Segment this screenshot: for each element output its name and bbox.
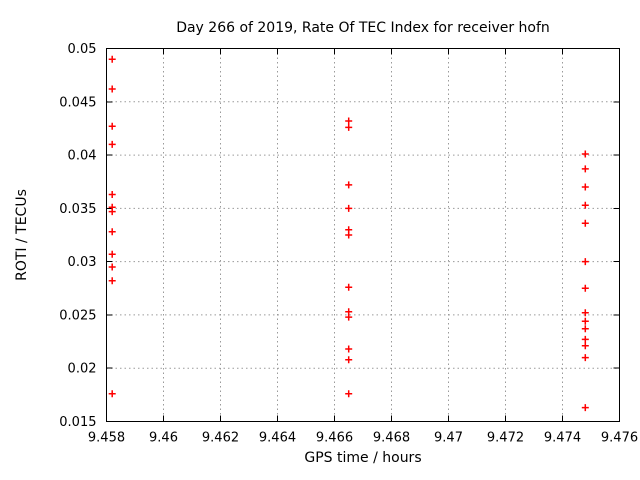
data-point-marker — [581, 404, 589, 412]
data-point-marker — [581, 165, 589, 173]
data-point-marker — [108, 208, 116, 216]
data-point-marker — [345, 117, 353, 125]
x-tick-label: 9.464 — [259, 431, 296, 446]
y-tick-label: 0.015 — [59, 415, 96, 430]
data-point-marker — [581, 183, 589, 191]
data-point-marker — [345, 345, 353, 353]
data-point-marker — [108, 390, 116, 398]
x-axis-label: GPS time / hours — [304, 450, 422, 466]
x-tick-label: 9.468 — [373, 431, 410, 446]
y-tick-label: 0.02 — [68, 362, 97, 377]
data-point-marker — [108, 55, 116, 63]
grid-lines — [106, 48, 620, 422]
data-point-marker — [345, 283, 353, 291]
data-point-marker — [108, 250, 116, 258]
y-tick-label: 0.04 — [68, 149, 97, 164]
axis-ticks — [106, 48, 620, 422]
x-tick-label: 9.458 — [88, 431, 125, 446]
x-tick-label: 9.462 — [202, 431, 239, 446]
data-point-marker — [581, 150, 589, 158]
data-point-marker — [581, 325, 589, 333]
data-point-marker — [581, 309, 589, 317]
data-point-marker — [345, 181, 353, 189]
x-tick-label: 9.476 — [601, 431, 638, 446]
data-point-marker — [345, 231, 353, 239]
data-point-marker — [581, 354, 589, 362]
data-point-marker — [581, 258, 589, 266]
data-point-marker — [581, 284, 589, 292]
data-point-marker — [581, 219, 589, 227]
data-point-marker — [345, 390, 353, 398]
y-tick-label: 0.03 — [68, 255, 97, 270]
plot-border — [106, 48, 620, 422]
data-point-marker — [345, 204, 353, 212]
y-tick-label: 0.045 — [59, 95, 96, 110]
data-point-marker — [108, 140, 116, 148]
data-point-marker — [108, 85, 116, 93]
data-point-marker — [108, 263, 116, 271]
data-points — [108, 55, 589, 412]
data-point-marker — [581, 201, 589, 209]
data-point-marker — [581, 317, 589, 325]
data-point-marker — [345, 356, 353, 364]
data-point-marker — [108, 191, 116, 198]
x-tick-label: 9.46 — [149, 431, 178, 446]
data-point-marker — [108, 277, 116, 285]
y-tick-labels: 0.05 0.045 0.04 0.035 0.03 0.025 0.02 0.015 — [59, 42, 96, 430]
y-tick-label: 0.025 — [59, 308, 96, 323]
data-point-marker — [108, 122, 116, 130]
data-point-marker — [108, 228, 116, 236]
data-point-marker — [581, 335, 589, 343]
x-tick-label: 9.472 — [487, 431, 524, 446]
chart-title: Day 266 of 2019, Rate Of TEC Index for r… — [176, 20, 550, 36]
y-tick-label: 0.05 — [68, 42, 97, 57]
x-tick-label: 9.474 — [544, 431, 581, 446]
x-tick-labels: 9.458 9.46 9.462 9.464 9.466 9.468 9.47 9.472 9.… — [88, 431, 638, 446]
data-point-marker — [345, 123, 353, 131]
x-tick-label: 9.466 — [316, 431, 353, 446]
x-tick-label: 9.47 — [434, 431, 463, 446]
data-point-marker — [345, 313, 353, 321]
data-point-marker — [581, 342, 589, 350]
y-tick-label: 0.035 — [59, 202, 96, 217]
